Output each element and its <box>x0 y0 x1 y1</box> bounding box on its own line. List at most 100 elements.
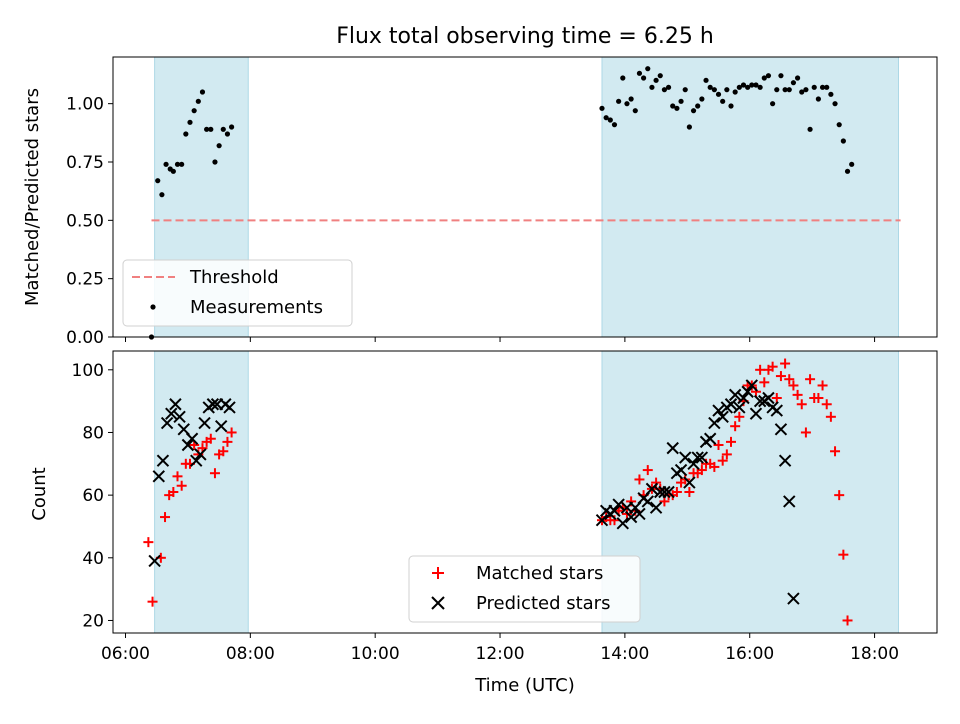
observing-interval <box>601 56 900 338</box>
matched-star-point <box>825 411 836 422</box>
predicted-star-point <box>165 407 178 420</box>
measurement-point <box>749 82 755 88</box>
measurement-point <box>653 77 659 83</box>
predicted-star-point <box>612 498 625 511</box>
measurement-point <box>599 105 605 111</box>
predicted-star-point <box>616 517 630 530</box>
measurement-point <box>179 161 185 167</box>
chart-title: Flux total observing time = 6.25 h <box>336 24 714 49</box>
ratio-y-tick-label: 0.25 <box>66 270 104 290</box>
measurement-point <box>159 192 165 198</box>
matched-star-point <box>176 480 187 491</box>
predicted-star-point <box>741 385 754 398</box>
measurement-point <box>720 98 726 104</box>
matched-star-point <box>771 393 782 403</box>
measurements-legend-marker <box>150 304 156 310</box>
predicted-star-point <box>708 416 721 430</box>
predicted-star-point <box>695 451 709 464</box>
matched-star-point <box>634 474 645 485</box>
matched-star-point <box>671 487 682 497</box>
count-y-tick-label: 60 <box>82 486 104 506</box>
measurement-point <box>836 122 842 128</box>
count-y-tick-label: 20 <box>82 611 104 631</box>
matched-star-point <box>734 411 745 422</box>
measurement-point <box>715 91 722 97</box>
measurement-point <box>636 70 643 76</box>
matched-star-point <box>172 471 183 482</box>
measurement-point <box>170 168 176 174</box>
time-x-tick-label: 10:00 <box>351 644 400 664</box>
measurement-point <box>187 119 193 125</box>
predicted-star-point <box>787 592 800 605</box>
measurement-point <box>736 84 742 90</box>
measurement-point <box>183 131 189 137</box>
measurement-point <box>216 143 222 149</box>
predicted-star-point <box>749 407 763 420</box>
matched-star-point <box>713 440 724 450</box>
measurement-point <box>711 87 717 93</box>
measurement-point <box>824 84 830 90</box>
measurement-point <box>199 89 206 95</box>
measurement-point <box>724 87 730 93</box>
ratio-y-tick-label: 0.75 <box>66 153 104 173</box>
predicted-star-point <box>185 432 199 445</box>
measurement-point <box>745 84 751 90</box>
threshold-legend-label: Threshold <box>189 267 279 288</box>
matched-star-point <box>696 465 707 476</box>
ratio-panel: 0.00 0.25 0.50 0.75 1.00 Matched/Predicted s… <box>22 56 938 348</box>
time-x-tick-label: 14:00 <box>600 644 649 664</box>
measurement-point <box>649 84 655 90</box>
matched-star-point <box>805 374 816 385</box>
measurement-point <box>632 108 638 114</box>
time-x-tick-label: 18:00 <box>850 644 899 664</box>
matched-star-point <box>830 446 841 457</box>
predicted-star-point <box>679 451 692 464</box>
predicted-star-point <box>624 510 638 524</box>
measurement-point <box>191 108 197 114</box>
measurement-point <box>690 108 697 114</box>
predicted-star-point <box>633 507 646 521</box>
measurement-point <box>699 96 705 102</box>
matched-star-point <box>709 461 720 472</box>
measurement-point <box>229 124 235 130</box>
matched-star-point <box>717 455 728 466</box>
predicted-star-point <box>645 482 659 496</box>
predicted-star-point <box>783 495 796 508</box>
measurement-point <box>803 87 809 93</box>
count-y-axis-label: Count <box>29 467 50 520</box>
measurement-point <box>661 87 668 93</box>
predicted-star-point <box>753 394 767 408</box>
predicted-star-point <box>173 410 186 424</box>
measurement-point <box>603 115 609 121</box>
matched-star-point <box>821 399 832 410</box>
predicted-star-point <box>745 379 759 392</box>
matched-star-point <box>730 421 741 432</box>
measurement-point <box>732 89 738 95</box>
matched-star-point <box>842 615 853 626</box>
matched-star-point <box>642 465 653 476</box>
matched-star-point <box>775 371 786 382</box>
predicted-star-point <box>608 504 621 518</box>
measurement-point <box>815 96 821 102</box>
predicted-star-point <box>641 495 654 508</box>
measurement-point <box>782 87 788 93</box>
matched-star-point <box>759 377 770 388</box>
matched-star-point <box>784 374 795 385</box>
matched-star-point <box>218 446 229 457</box>
matched-star-point <box>788 380 799 391</box>
measurement-point <box>807 126 813 132</box>
predicted-star-point <box>716 410 729 424</box>
measurement-point <box>753 82 759 88</box>
count-y-tick-label: 40 <box>82 549 104 569</box>
ratio-y-tick-label: 1.00 <box>66 95 104 115</box>
measurement-point <box>799 89 805 95</box>
measurement-point <box>624 101 630 107</box>
measurement-point <box>778 73 784 79</box>
predicted-star-point <box>181 438 195 452</box>
matched-legend-marker <box>432 567 444 579</box>
predicted-star-point <box>152 470 165 483</box>
predicted-star-point <box>223 401 236 414</box>
matched-star-point <box>767 361 778 372</box>
matched-star-point <box>834 490 845 501</box>
predicted-star-point <box>712 404 725 417</box>
